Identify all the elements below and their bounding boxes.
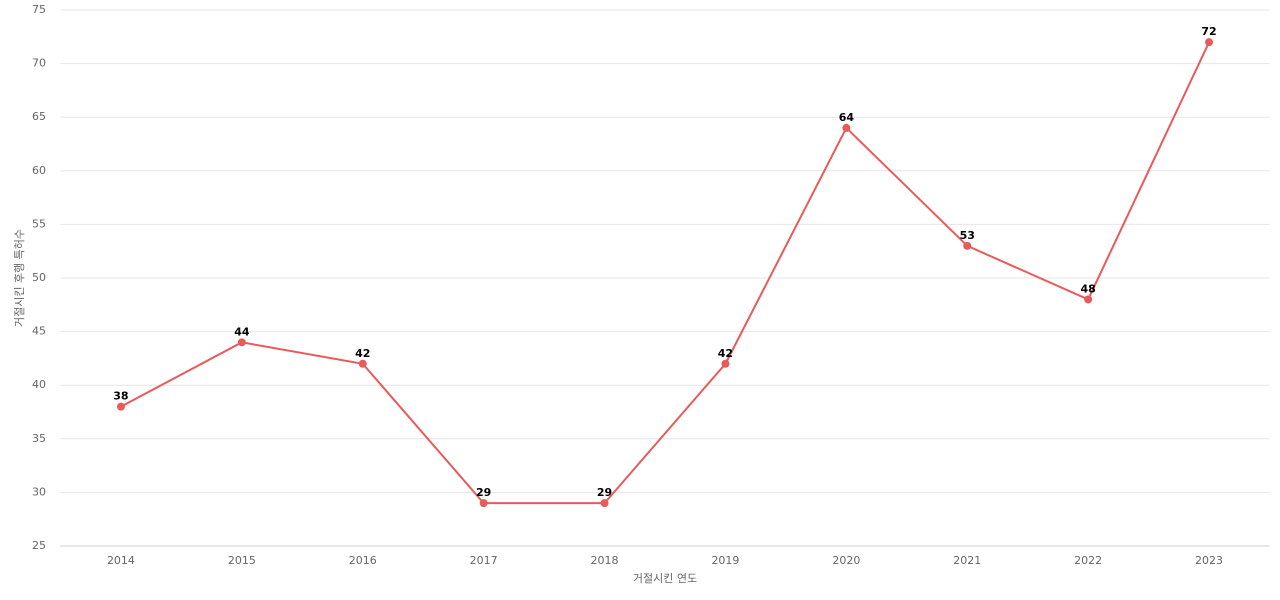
point [358,359,367,368]
y-tick-label: 35 [32,432,46,445]
point [237,338,246,347]
value-label: 44 [234,325,250,338]
x-tick-label: 2014 [107,554,135,567]
x-tick-label: 2019 [711,554,739,567]
value-label: 64 [839,111,855,124]
x-tick-label: 2021 [953,554,981,567]
value-label: 42 [718,347,733,360]
point [1205,38,1214,47]
value-label: 29 [597,486,612,499]
x-tick-label: 2017 [470,554,498,567]
point [1084,295,1093,304]
x-tick-label: 2022 [1074,554,1102,567]
y-tick-label: 45 [32,325,46,338]
point [842,123,851,132]
point [116,402,125,411]
y-tick-label: 60 [32,164,46,177]
y-tick-label: 65 [32,110,46,123]
y-tick-label: 25 [32,539,46,552]
y-axis-label: 거절시킨 후행 특허수 [13,229,26,327]
x-tick-label: 2015 [228,554,256,567]
point [600,499,609,508]
y-tick-label: 40 [32,378,46,391]
y-tick-label: 75 [32,3,46,16]
x-tick-label: 2016 [349,554,377,567]
x-tick-label: 2020 [832,554,860,567]
value-label: 42 [355,347,370,360]
point [721,359,730,368]
value-label: 48 [1080,282,1095,295]
line [120,41,1210,505]
value-label: 72 [1201,25,1216,38]
x-axis-label: 거절시킨 연도 [633,572,697,585]
y-tick-label: 55 [32,217,46,230]
value-label: 29 [476,486,491,499]
y-tick-label: 30 [32,485,46,498]
x-tick-label: 2023 [1195,554,1223,567]
point [963,241,972,250]
y-tick-label: 50 [32,271,46,284]
value-label: 38 [113,390,128,403]
point [479,499,488,508]
value-label: 53 [960,229,975,242]
x-tick-label: 2018 [591,554,619,567]
y-tick-label: 70 [32,57,46,70]
